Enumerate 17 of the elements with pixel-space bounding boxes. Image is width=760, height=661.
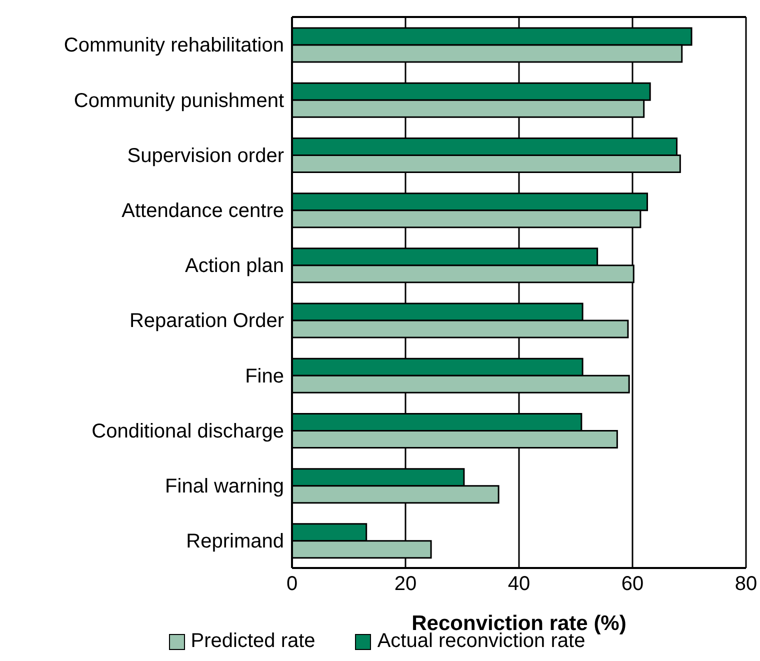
y-tick-label: Conditional discharge [92,420,284,442]
x-tick-label: 80 [734,573,758,596]
x-tick-label: 0 [286,573,298,596]
y-tick-label: Fine [245,365,284,388]
y-tick-label: Attendance centre [122,200,284,222]
y-tick-label: Community rehabilitation [64,34,284,57]
y-tick-label: Action plan [185,255,284,278]
x-tick-label: 60 [621,573,644,596]
legend-label: Actual reconviction rate [376,630,586,653]
legend-label: Predicted rate [190,630,316,653]
y-tick-label: Supervision order [127,144,284,167]
x-tick-label: 40 [508,573,530,596]
y-tick-label: Final warning [165,475,284,498]
y-tick-label: Reparation Order [129,310,284,332]
y-tick-label: Community punishment [74,90,284,112]
x-tick-label: 20 [394,573,417,596]
y-tick-label: Reprimand [186,530,284,553]
